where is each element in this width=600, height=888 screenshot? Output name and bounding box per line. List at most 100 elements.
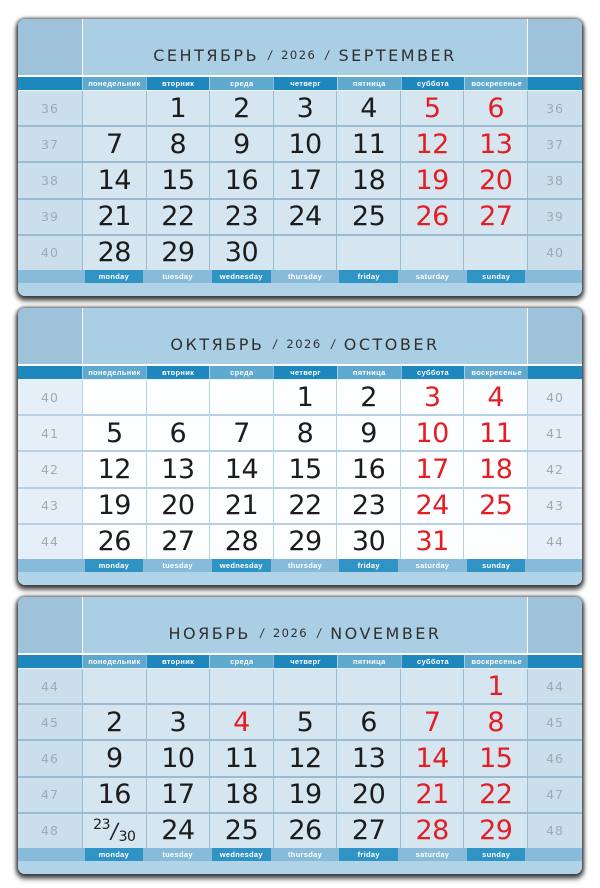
weekday-footer-tuesday: tuesday (146, 848, 210, 861)
week-number-right: 40 (528, 380, 582, 415)
weekday-footer-label: monday (84, 270, 144, 283)
weekday-footer-label: saturday (415, 850, 450, 859)
footer-corner (528, 270, 582, 283)
month-title-bar: СЕНТЯБРЬ / 2026 / SEPTEMBER (18, 19, 582, 77)
title-left-block (18, 597, 83, 653)
weekday-footer-label: saturday (415, 272, 450, 281)
day-cell: 13 (146, 452, 210, 487)
day-cell: 2 (83, 705, 146, 740)
title-left-block (18, 19, 83, 75)
day-cell: 20 (146, 488, 210, 523)
weekday-footer-label: tuesday (162, 850, 193, 859)
week-row: 40 1 2 3 4 40 (18, 380, 582, 415)
week-number-left: 36 (18, 91, 82, 126)
day-cell: 8 (464, 705, 528, 740)
weekday-footer-friday: friday (337, 848, 401, 861)
day-cell: 23/30 (83, 813, 146, 849)
title-left-block (18, 308, 83, 364)
month-name-en: SEPTEMBER (338, 45, 457, 65)
day-cell-empty (464, 235, 528, 271)
weekday-footer-label: friday (339, 848, 399, 861)
date-grid: 36 1 2 3 4 5 6 36 37 7 8 9 10 11 12 13 37 38 14 15 16 17 18 19 2… (18, 91, 582, 271)
day-cell: 25 (210, 813, 273, 849)
weekday-header-saturday: суббота (400, 366, 465, 379)
day-cell: 21 (210, 488, 273, 523)
day-cell-empty (146, 380, 210, 415)
weekday-footer-label: sunday (466, 848, 526, 861)
weekday-footer-saturday: saturday (401, 559, 465, 572)
split-day-bottom: 30 (118, 828, 136, 845)
day-cell: 13 (464, 127, 528, 162)
week-number-right: 45 (528, 705, 582, 740)
month-title: СЕНТЯБРЬ / 2026 / SEPTEMBER (83, 19, 527, 75)
date-grid: 40 1 2 3 4 40 41 5 6 7 8 9 10 11 41 42 12 13 14 15 16 17 18 42 4… (18, 380, 582, 560)
day-cell: 30 (210, 235, 273, 271)
day-cell: 15 (273, 452, 337, 487)
week-row: 44 26 27 28 29 30 31 44 (18, 524, 582, 560)
weekday-footer-thursday: thursday (273, 848, 337, 861)
month-title: НОЯБРЬ / 2026 / NOVEMBER (83, 597, 527, 653)
week-number-left: 43 (18, 488, 82, 523)
day-cell: 29 (464, 813, 528, 849)
week-number-right: 48 (528, 813, 582, 849)
day-cell: 26 (83, 524, 146, 560)
header-corner (528, 77, 582, 90)
day-cell: 11 (337, 127, 400, 162)
day-cell-empty (337, 669, 400, 704)
weekday-header-row: понедельник вторник среда четверг пятница суб… (18, 655, 582, 669)
weekday-header-tuesday: вторник (145, 366, 210, 379)
day-cell-empty (273, 235, 337, 271)
day-cell: 11 (464, 416, 528, 451)
day-cell: 28 (83, 235, 146, 271)
day-cell: 2 (210, 91, 273, 126)
weekday-footer-row: monday tuesday wednesday thursday friday satu… (18, 848, 582, 861)
weekday-header-sunday: воскресенье (464, 77, 529, 90)
header-corner (18, 366, 82, 379)
week-number-left: 44 (18, 669, 82, 704)
weekday-footer-label: friday (339, 270, 399, 283)
day-cell: 29 (273, 524, 337, 560)
day-cell-empty (400, 669, 464, 704)
title-separator: / (267, 48, 274, 62)
day-cell: 20 (337, 777, 400, 812)
title-right-block (527, 19, 582, 75)
weekday-footer-monday: monday (82, 848, 146, 861)
day-cell: 3 (146, 705, 210, 740)
day-cell: 4 (337, 91, 400, 126)
weekday-header-sunday: воскресенье (464, 366, 529, 379)
week-number-left: 40 (18, 380, 82, 415)
day-cell: 9 (83, 741, 146, 776)
weekday-footer-thursday: thursday (273, 270, 337, 283)
weekday-header-tuesday: вторник (145, 655, 210, 668)
footer-corner (528, 559, 582, 572)
title-right-block (527, 597, 582, 653)
day-cell-empty (337, 235, 400, 271)
title-separator: / (324, 48, 331, 62)
week-row: 44 1 44 (18, 669, 582, 704)
day-cell-empty (146, 669, 210, 704)
day-cell: 14 (400, 741, 464, 776)
weekday-header-saturday: суббота (400, 77, 465, 90)
day-cell: 16 (210, 163, 273, 198)
day-cell: 7 (210, 416, 273, 451)
title-separator: / (329, 337, 336, 351)
day-cell: 19 (400, 163, 464, 198)
month-title-bar: НОЯБРЬ / 2026 / NOVEMBER (18, 597, 582, 655)
weekday-footer-label: saturday (415, 561, 450, 570)
weekday-header-wednesday: среда (209, 366, 274, 379)
weekday-footer-thursday: thursday (273, 559, 337, 572)
day-cell: 15 (464, 741, 528, 776)
weekday-header-wednesday: среда (209, 77, 274, 90)
title-year: 2026 (286, 337, 322, 351)
week-number-right: 44 (528, 669, 582, 704)
weekday-footer-label: thursday (287, 272, 323, 281)
week-number-right: 47 (528, 777, 582, 812)
footer-corner (528, 848, 582, 861)
day-cell: 22 (273, 488, 337, 523)
day-cell: 15 (146, 163, 210, 198)
week-number-left: 42 (18, 452, 82, 487)
weekday-header-thursday: четверг (273, 366, 337, 379)
bottom-strip (18, 861, 582, 874)
day-cell: 2 (337, 380, 400, 415)
day-cell: 5 (400, 91, 464, 126)
